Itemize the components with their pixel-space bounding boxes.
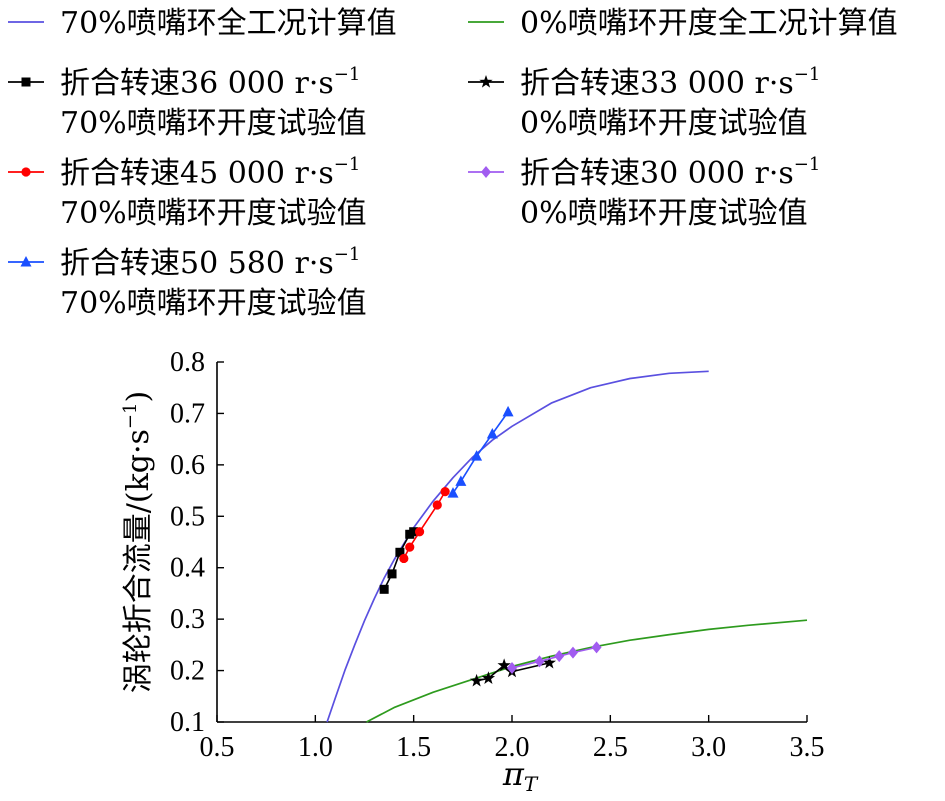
x-tick-label: 0.5 [200,732,235,763]
x-axis-label: πT [502,755,539,796]
y-tick-label: 0.5 [170,501,205,532]
y-axis-label-sup: −1 [120,403,141,430]
series-7-point [471,450,483,461]
series-1-line [326,370,709,723]
legend-label: 70%喷嘴环开度试验值 [60,106,367,141]
series-5-point [440,487,450,497]
series-6-point [534,655,545,668]
series-6-point [591,641,602,654]
legend-item-5: 折合转速45 000 r·s−1 70%喷嘴环开度试验值 [8,154,367,231]
series-1 [326,370,709,723]
legend-swatch-marker [481,166,491,178]
series-4-point [542,655,557,669]
legend-label: 70%喷嘴环开度试验值 [60,286,367,321]
x-tick-label: 1.0 [298,732,333,763]
legend-swatch-marker [479,75,493,88]
series-6 [507,641,602,674]
legend-item-4: 折合转速33 000 r·s−1 0%喷嘴环开度试验值 [468,64,820,141]
series-6-point [567,646,578,659]
series-7 [447,405,514,498]
y-tick-label: 0.6 [170,450,205,481]
legend-label: 折合转速33 000 r·s−1 [520,64,820,101]
x-axis-label-sub: T [524,772,539,796]
y-tick-label: 0.7 [170,398,205,429]
series-4-point [481,671,496,684]
y-tick-label: 0.1 [170,707,205,738]
legend-swatch-marker [21,77,31,87]
legend-label: 0%喷嘴环开度全工况计算值 [520,6,898,41]
series-4-point [469,673,484,687]
series-6-point [507,662,517,674]
series-5-point [432,500,442,510]
series-layer [326,370,808,723]
y-axis-label-end: ) [121,391,156,403]
series-3-point [387,569,397,579]
x-tick-label: 1.5 [396,732,431,763]
legend-label: 70%喷嘴环开度试验值 [60,196,367,231]
series-3 [379,527,419,594]
y-axis-label: 涡轮折合流量/(kg·s−1) [120,391,156,693]
legend-swatch-marker [21,167,31,177]
legend-label: 0%喷嘴环开度试验值 [520,106,808,141]
legend-label: 70%喷嘴环全工况计算值 [60,6,397,41]
series-3-point [395,547,405,557]
series-7-point [502,405,514,417]
ticks: 0.5 1.0 1.5 2.0 2.5 3.0 3.5 0.1 0.2 0.3 0.4 0.5 0.6 0… [170,347,825,763]
y-axis-label-main: 涡轮折合流量/(kg·s [121,429,156,693]
legend-item-2: 0%喷嘴环开度全工况计算值 [468,6,898,41]
legend-label: 折合转速36 000 r·s−1 [60,64,360,101]
series-7-point [486,428,498,439]
series-4-point [497,658,511,672]
series-6-line [511,646,597,669]
series-3-line [383,531,415,590]
legend-label: 折合转速50 580 r·s−1 [60,244,360,281]
series-5-point [399,553,409,564]
legend-item-6: 折合转速30 000 r·s−1 0%喷嘴环开度试验值 [468,154,820,231]
series-3-point [409,527,419,537]
x-tick-label: 2.0 [495,732,530,763]
legend-swatch-marker [20,256,32,267]
series-7-point [447,487,459,498]
legend-item-3: 折合转速36 000 r·s−1 70%喷嘴环开度试验值 [8,64,367,141]
legend-label: 折合转速30 000 r·s−1 [520,154,820,191]
series-2 [366,619,808,723]
y-tick-label: 0.3 [170,604,205,635]
legend-item-1: 70%喷嘴环全工况计算值 [8,6,397,41]
series-5 [399,487,450,564]
series-7-point [455,475,467,486]
series-5-point [414,527,425,537]
series-2-line [366,619,808,723]
y-tick-label: 0.4 [170,553,205,584]
x-tick-label: 3.5 [790,732,825,763]
x-tick-label: 2.5 [593,732,628,763]
series-5-point [405,542,415,552]
y-tick-label: 0.2 [170,656,205,687]
x-tick-label: 3.0 [691,732,726,763]
y-tick-label: 0.8 [170,347,205,378]
series-3-point [379,584,389,594]
legend-item-7: 折合转速50 580 r·s−1 70%喷嘴环开度试验值 [8,244,367,321]
x-axis-label-main: π [502,755,525,793]
legend-label: 折合转速45 000 r·s−1 [60,154,360,191]
series-6-point [554,650,565,663]
legend-label: 0%喷嘴环开度试验值 [520,196,808,231]
